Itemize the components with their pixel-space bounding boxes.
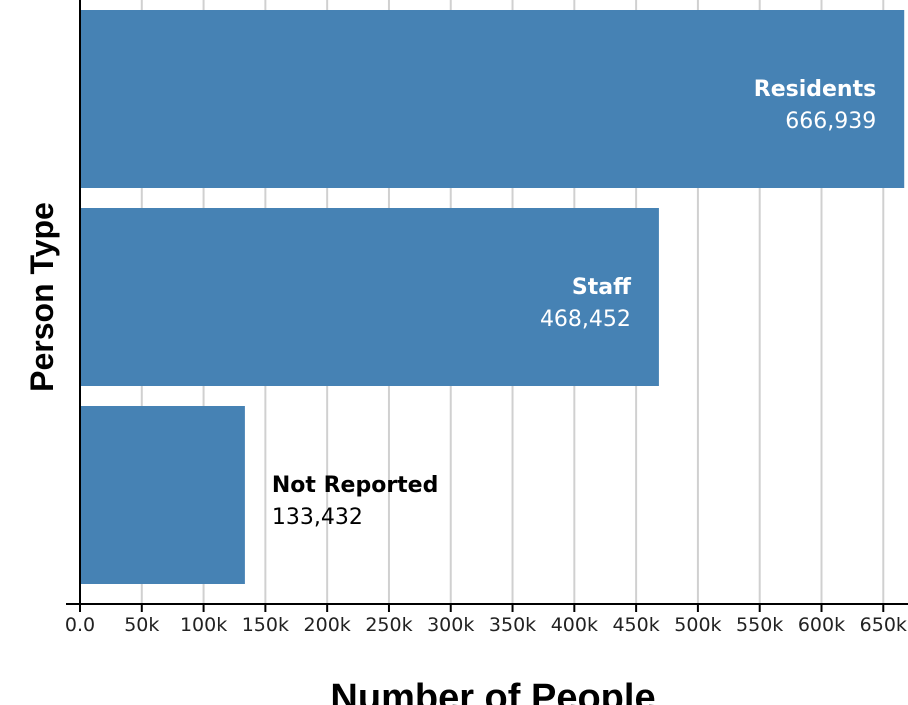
x-tick-label: 300k [427,614,474,636]
x-tick-label: 200k [304,614,351,636]
x-axis-ticks: 0.0 50k 100k 150k 200k 250k 300k 350k 400k 450k 50… [65,604,907,636]
bar-value-label: 666,939 [785,109,876,134]
x-tick-label: 350k [489,614,536,636]
bar-category-label: Not Reported [272,473,438,498]
x-tick-label: 150k [242,614,289,636]
bar-value-label: 133,432 [272,505,363,530]
x-tick-label: 450k [612,614,659,636]
x-tick-label: 400k [551,614,598,636]
x-tick-label: 550k [736,614,783,636]
bar [80,406,245,584]
bar-value-label: 468,452 [540,307,631,332]
x-tick-label: 250k [365,614,412,636]
bar [80,10,905,188]
bars [80,10,905,584]
bar-labels: Residents 666,939 Staff 468,452 Not Reported… [272,77,876,530]
y-axis-title: Person Type [24,202,60,392]
bar-category-label: Residents [754,77,876,102]
x-tick-label: 500k [674,614,721,636]
x-tick-label: 50k [124,614,159,636]
x-tick-label: 0.0 [65,614,95,636]
bar [80,208,659,386]
x-tick-label: 600k [798,614,845,636]
x-tick-label: 650k [860,614,907,636]
x-tick-label: 100k [180,614,227,636]
x-axis-title: Number of People [330,677,655,705]
bar-category-label: Staff [572,275,632,300]
